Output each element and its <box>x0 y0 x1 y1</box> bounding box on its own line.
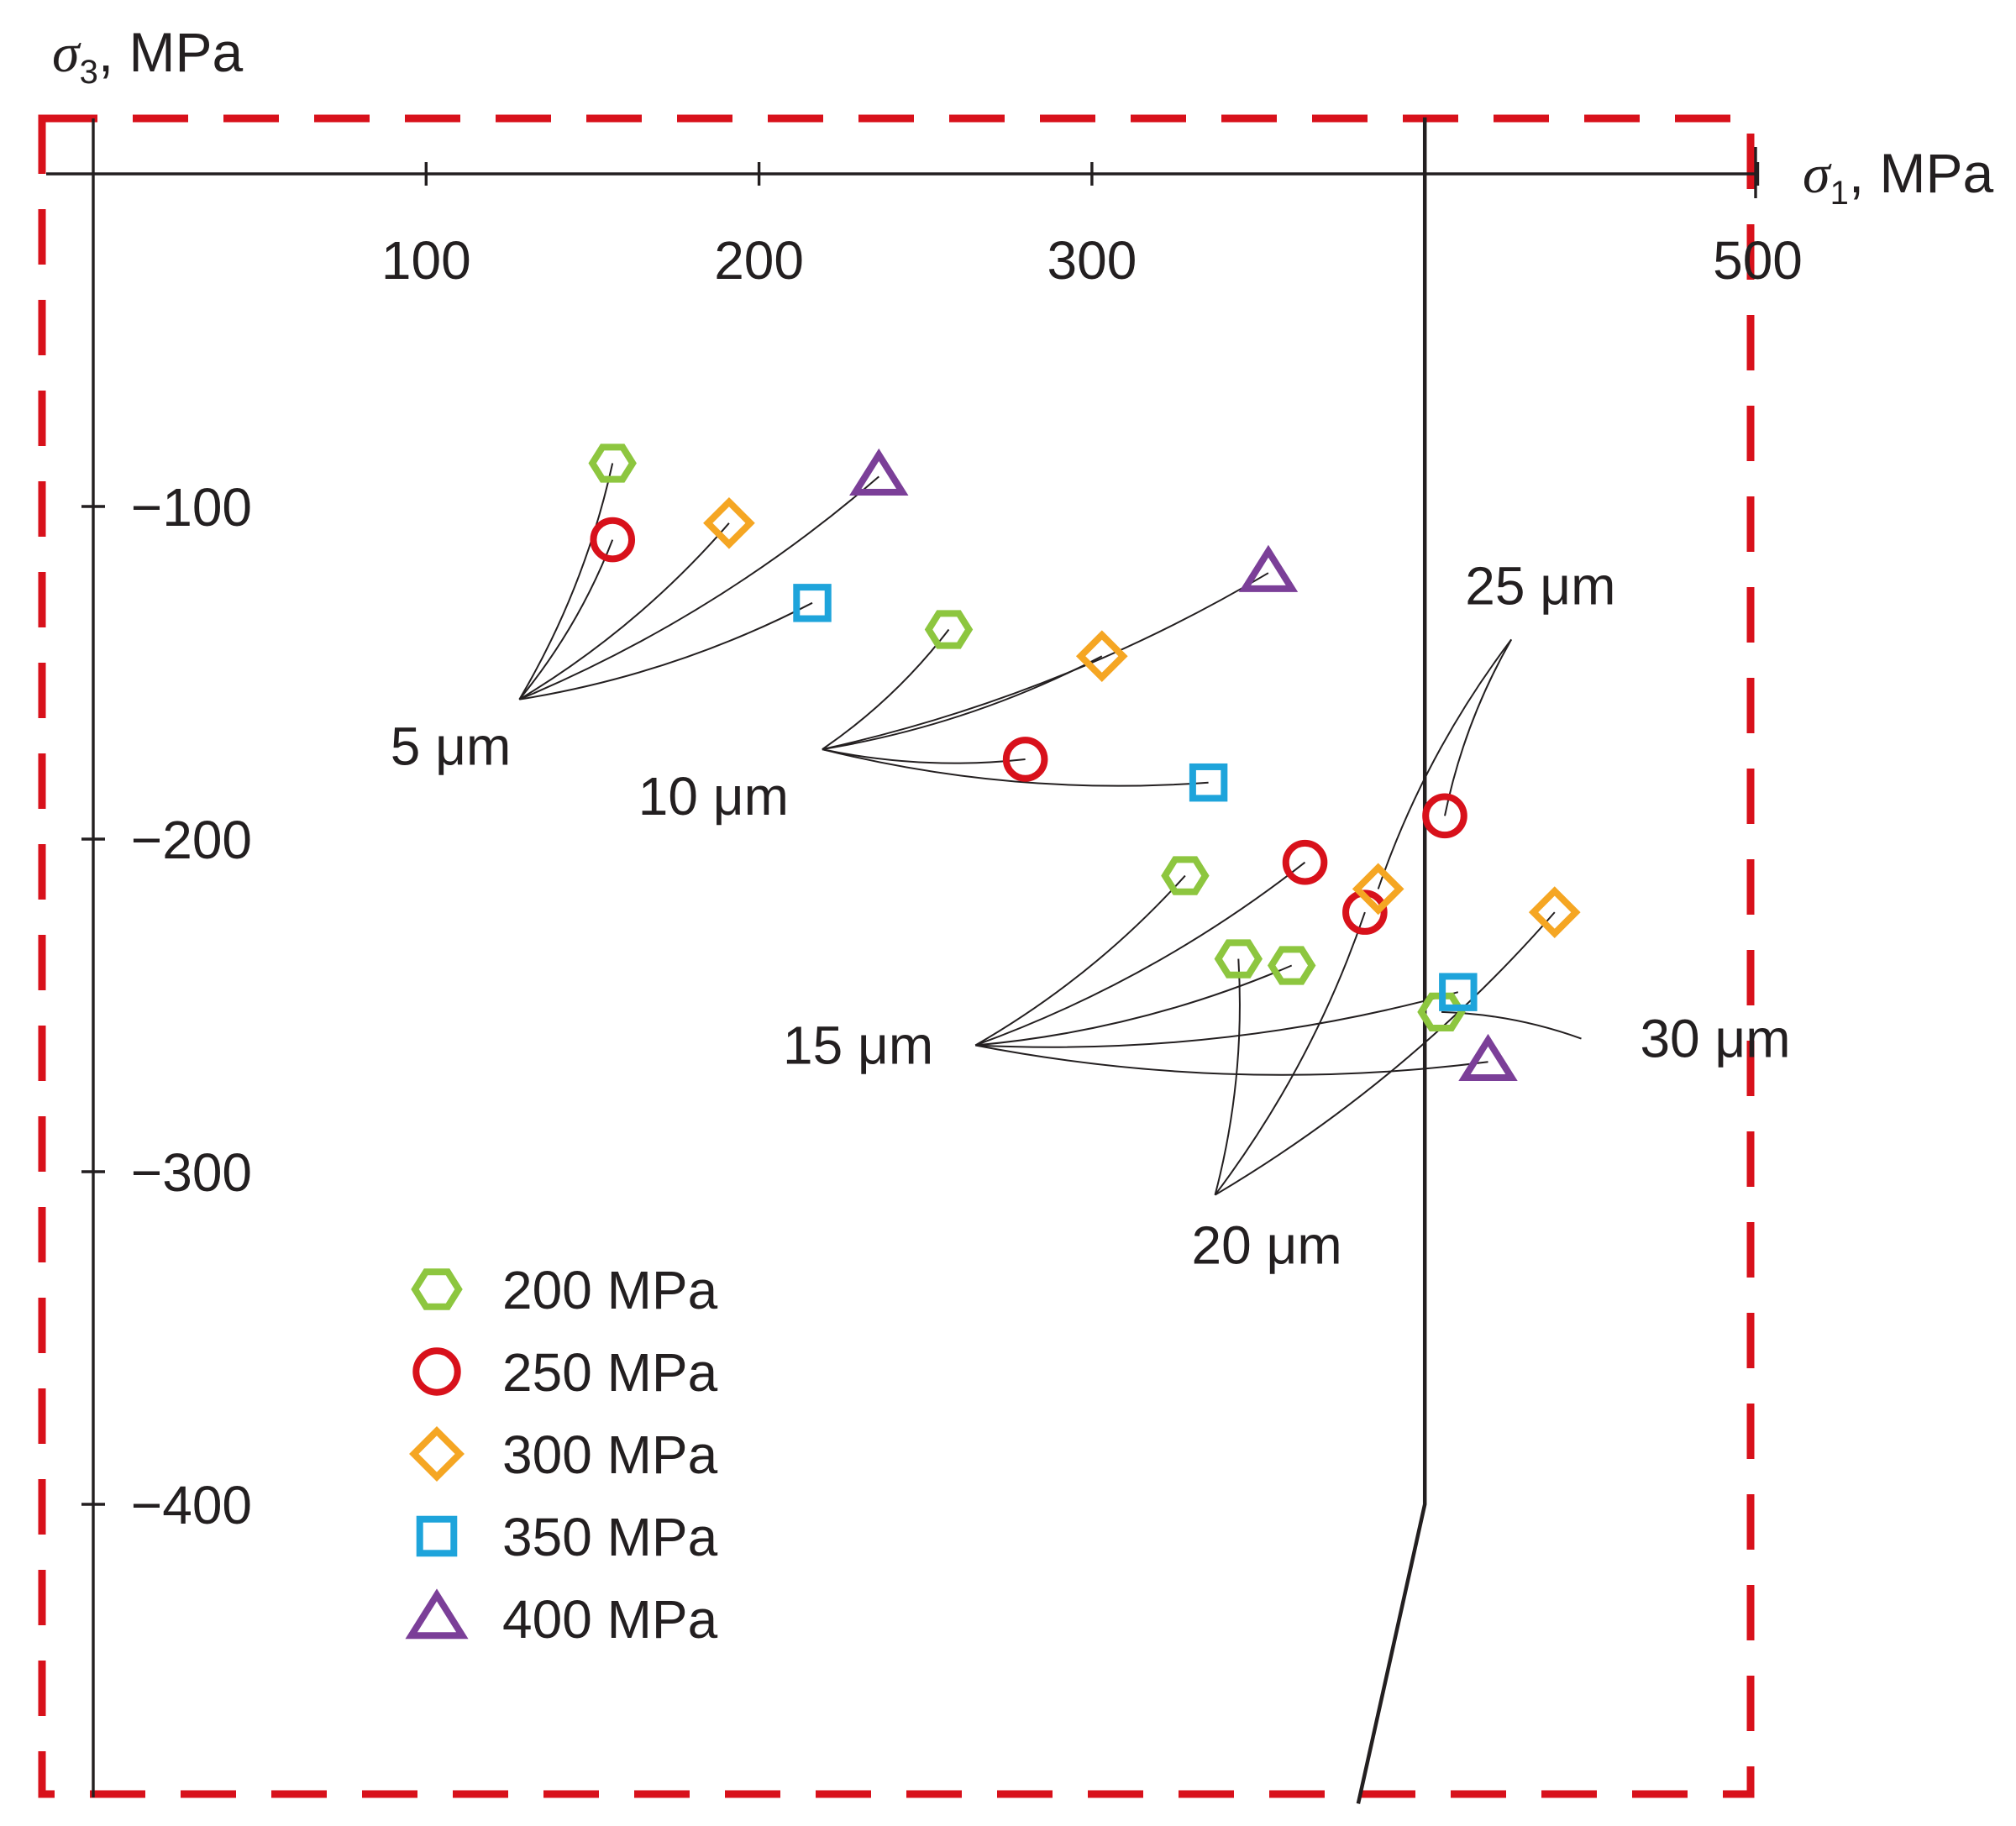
y-tick-label: −300 <box>131 1142 252 1203</box>
x-ticks: 100 200 300 500 <box>381 162 1803 291</box>
leader-line <box>518 522 730 700</box>
legend-label: 200 MPa <box>502 1260 718 1320</box>
legend-marker-hexagon <box>411 1268 463 1310</box>
size-annotations: 5 μm 10 μm 15 μm 20 μm 25 μm 30 μm <box>391 555 1791 1275</box>
size-label-a25: 25 μm <box>1465 555 1615 616</box>
size-label-a15: 15 μm <box>783 1015 933 1076</box>
x-tick-label: 100 <box>381 230 471 291</box>
legend: 200 MPa 250 MPa 300 MPa 350 MPa 400 MPa <box>405 1260 718 1650</box>
legend-marker-diamond <box>409 1426 465 1482</box>
leader-line <box>975 991 1459 1048</box>
y-tick-label: −100 <box>131 477 252 538</box>
leader-line <box>1214 911 1556 1196</box>
legend-label: 400 MPa <box>502 1589 718 1650</box>
leader-line <box>974 874 1186 1047</box>
data-point-circle <box>1002 737 1048 782</box>
data-point-triangle <box>849 448 909 496</box>
leader-line <box>518 475 879 700</box>
x-axis-title-subscript: 1 <box>1830 175 1849 212</box>
leader-lines <box>518 463 1582 1196</box>
legend-label: 350 MPa <box>502 1507 718 1567</box>
leader-line <box>822 628 950 750</box>
x-axis-title: σ1, MPa <box>1803 142 1993 212</box>
leader-line <box>975 964 1293 1047</box>
legend-label: 250 MPa <box>502 1342 718 1403</box>
y-axis-title-symbol: σ <box>52 23 81 84</box>
data-point-hexagon <box>1267 946 1316 985</box>
size-label-a10: 10 μm <box>638 766 789 826</box>
leader-line <box>974 861 1306 1047</box>
leader-line <box>822 655 1103 751</box>
legend-marker-circle <box>412 1347 461 1396</box>
leader-line <box>1214 911 1366 1196</box>
y-tick-label: −200 <box>131 810 252 870</box>
x-tick-label: 500 <box>1713 230 1803 291</box>
data-point-diamond <box>1352 863 1404 916</box>
leader-line <box>1214 958 1241 1195</box>
y-axis-title: σ3, MPa <box>52 21 243 91</box>
y-ticks: −100 −200 −300 −400 <box>81 477 252 1535</box>
leader-line <box>822 572 1269 751</box>
leader-line <box>518 463 614 700</box>
legend-label: 300 MPa <box>502 1425 718 1485</box>
data-point-hexagon <box>1161 856 1210 895</box>
leader-line <box>519 601 813 700</box>
data-markers <box>588 443 1581 1081</box>
leader-line <box>518 539 614 700</box>
highlight-frame <box>38 114 1755 1798</box>
data-point-triangle <box>1238 544 1299 592</box>
data-point-circle <box>1282 839 1328 885</box>
size-label-a20: 20 μm <box>1192 1215 1342 1276</box>
data-point-square <box>1439 973 1478 1011</box>
x-tick-label: 200 <box>714 230 804 291</box>
data-point-diamond <box>1075 630 1128 683</box>
size-label-a30: 30 μm <box>1640 1009 1790 1069</box>
legend-marker-square <box>416 1515 458 1557</box>
data-point-diamond <box>703 496 755 549</box>
x-axis-title-unit: , MPa <box>1849 142 1994 204</box>
y-axis-title-unit: , MPa <box>98 21 244 83</box>
x-axis-title-symbol: σ <box>1803 144 1832 205</box>
y-axis-title-subscript: 3 <box>80 54 98 91</box>
size-label-a5: 5 μm <box>391 716 512 777</box>
data-point-square <box>1189 763 1228 802</box>
legend-marker-triangle <box>405 1588 469 1640</box>
data-point-hexagon <box>1214 939 1263 979</box>
data-point-diamond <box>1528 886 1581 938</box>
limit-line <box>1356 117 1427 1804</box>
axes: 100 200 300 500 −100−200−300−400 σ3, MPa σ1… <box>46 21 1993 1797</box>
x-tick-label: 300 <box>1047 230 1137 291</box>
data-point-circle <box>1422 793 1467 839</box>
data-point-hexagon <box>1417 992 1466 1031</box>
leader-line <box>1377 638 1512 889</box>
data-point-square <box>793 584 832 622</box>
leader-line <box>975 1044 1488 1076</box>
data-point-circle <box>590 517 636 563</box>
leader-line <box>1444 638 1513 816</box>
leader-line <box>822 748 1026 764</box>
data-point-hexagon <box>588 443 637 483</box>
y-tick-label: −400 <box>131 1475 252 1535</box>
data-point-triangle <box>1458 1033 1518 1081</box>
leader-line <box>822 748 1209 787</box>
data-point-hexagon <box>924 610 974 649</box>
